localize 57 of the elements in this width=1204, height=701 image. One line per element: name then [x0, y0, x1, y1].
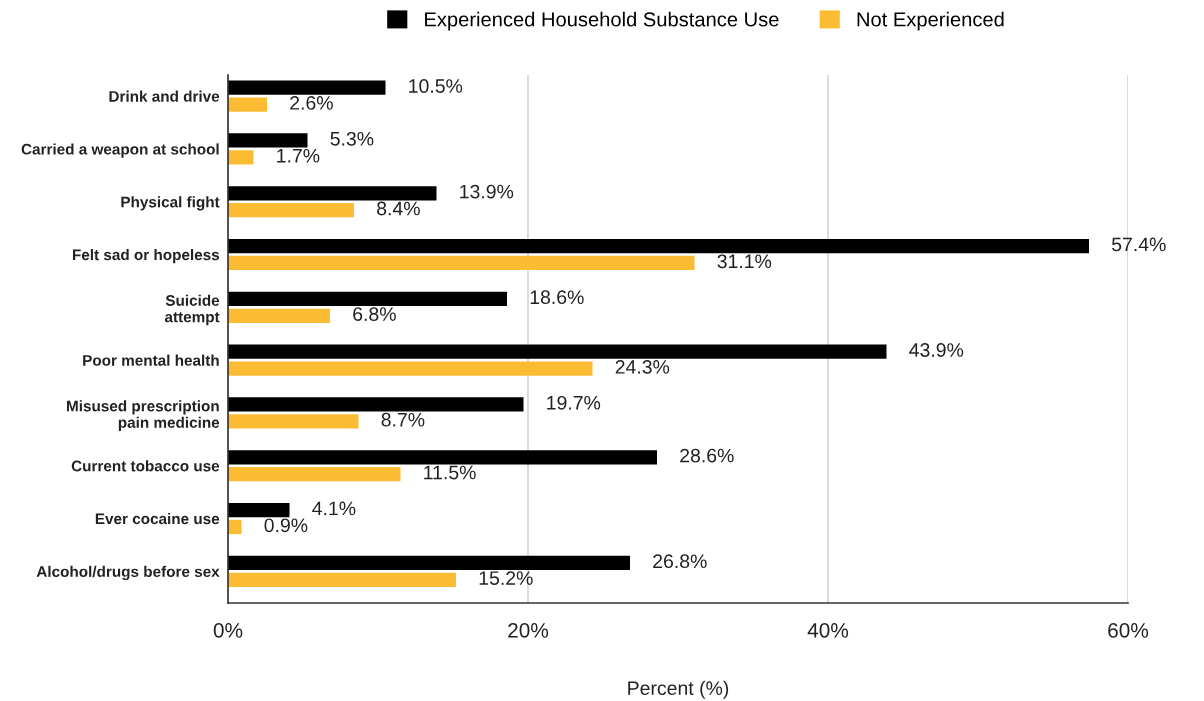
bar: [228, 344, 887, 359]
data-label: 2.6%: [290, 96, 333, 110]
bar: [228, 203, 354, 218]
data-label: 4.1%: [312, 501, 356, 516]
y-tick-label: Poor mental health: [83, 354, 219, 366]
data-label: 8.7%: [381, 412, 425, 427]
data-label: 0.9%: [264, 518, 308, 533]
data-label: 31.1%: [717, 254, 772, 269]
data-label: 15.2%: [479, 571, 533, 585]
bar: [228, 150, 254, 165]
data-label: 57.4%: [1112, 237, 1166, 252]
y-tick-label: Misused prescription pain medicine: [67, 400, 220, 431]
data-label: 19.7%: [547, 395, 601, 410]
bar: [228, 291, 507, 306]
data-label: 43.9%: [909, 343, 964, 357]
data-label: 8.4%: [377, 201, 420, 216]
y-tick-label: Drink and drive: [109, 90, 220, 102]
bar: [228, 361, 593, 376]
bar: [228, 186, 437, 201]
data-label: 13.9%: [460, 184, 514, 199]
data-label: 24.3%: [615, 360, 670, 374]
bar: [228, 572, 456, 587]
data-label: 6.8%: [353, 307, 396, 321]
x-axis-title: Percent (%): [628, 680, 729, 699]
bar: [228, 397, 524, 412]
bar: [228, 519, 242, 535]
y-tick-label: Suicide attempt: [164, 294, 220, 326]
x-tick-label: 40%: [807, 622, 849, 638]
bar: [228, 133, 308, 148]
bar: [228, 97, 267, 112]
y-tick-label: Alcohol/drugs before sex: [36, 565, 220, 581]
bar: [228, 308, 330, 323]
legend-label: Experienced Household Substance Use: [425, 11, 779, 31]
y-tick-label: Physical fight: [121, 196, 220, 211]
x-tick-label: 0%: [213, 622, 243, 638]
data-label: 1.7%: [277, 148, 320, 163]
y-tick-label: Current tobacco use: [71, 460, 220, 472]
bar: [228, 80, 386, 95]
data-label: 10.5%: [409, 79, 463, 93]
bar: [228, 255, 695, 271]
legend-label: Not Experienced: [857, 11, 1004, 31]
x-tick-label: 20%: [508, 622, 549, 638]
bar: [228, 502, 290, 518]
y-tick-label: Carried a weapon at school: [21, 143, 219, 158]
bar: [228, 555, 630, 570]
bar: [228, 414, 359, 429]
data-label: 5.3%: [330, 131, 374, 146]
data-label: 11.5%: [424, 465, 476, 480]
bar: [228, 467, 401, 482]
data-label: 28.6%: [680, 448, 734, 463]
y-tick-label: Ever cocaine use: [95, 512, 220, 525]
data-label: 26.8%: [653, 554, 707, 569]
bar: [228, 450, 657, 465]
x-tick-label: 60%: [1108, 622, 1149, 638]
bar: [228, 238, 1089, 254]
y-tick-label: Felt sad or hopeless: [72, 248, 220, 264]
data-label: 18.6%: [530, 290, 584, 305]
